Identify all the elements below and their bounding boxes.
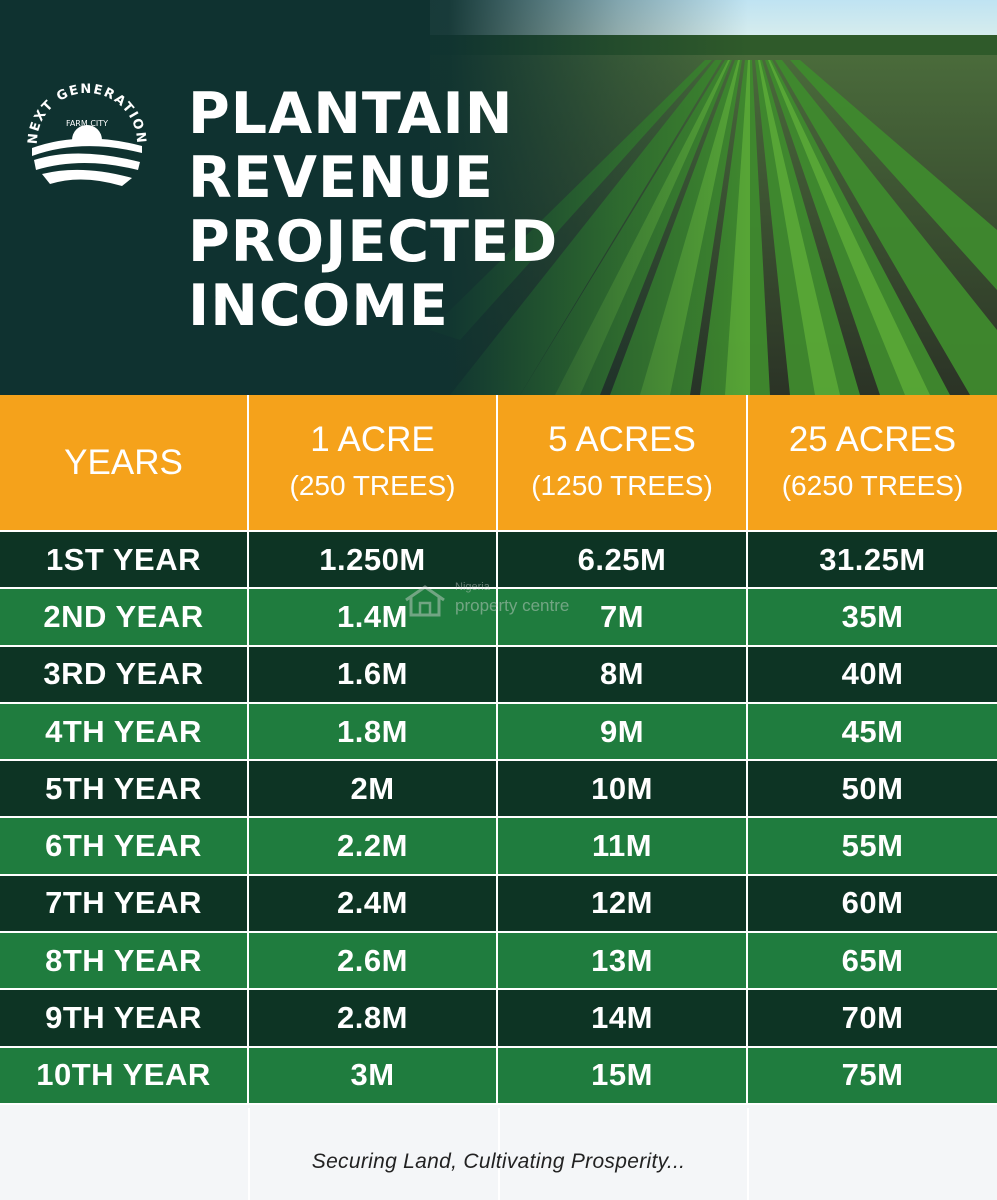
value-cell: 50M [747,760,997,819]
year-cell: 9TH YEAR [0,989,249,1048]
year-cell: 3RD YEAR [0,645,249,704]
footer-col [250,1108,500,1200]
value-cell: 1.250M [248,531,498,590]
value-cell: 11M [497,817,748,876]
tagline: Securing Land, Cultivating Prosperity... [311,1150,686,1173]
farm-city-logo: NEXT GENERATION FARM CITY [26,82,147,186]
table-row: 1ST YEAR 1.250M 6.25M 31.25M [0,531,997,590]
footer: Securing Land, Cultivating Prosperity... [0,1108,997,1200]
value-cell: 3M [248,1046,498,1105]
header-main: 5 ACRES [548,419,696,459]
value-cell: 10M [497,760,748,819]
year-cell: 7TH YEAR [0,874,249,934]
value-cell: 55M [747,817,997,876]
value-cell: 75M [747,1046,997,1105]
value-cell: 6.25M [497,531,748,590]
footer-col [0,1108,250,1200]
value-cell: 2.8M [248,989,498,1048]
header-main: YEARS [64,442,183,482]
header-1-acre: 1 ACRE (250 TREES) [248,395,498,532]
header-5-acres: 5 ACRES (1250 TREES) [497,395,748,532]
value-cell: 1.8M [248,702,498,762]
value-cell: 70M [747,989,997,1048]
year-cell: 5TH YEAR [0,760,249,819]
year-cell: 4TH YEAR [0,702,249,762]
value-cell: 8M [497,645,748,704]
table-row: 2ND YEAR 1.4M 7M 35M [0,588,997,647]
year-cell: 2ND YEAR [0,588,249,647]
header-sub: (6250 TREES) [781,469,964,501]
value-cell: 12M [497,874,748,934]
table-row: 3RD YEAR 1.6M 8M 40M [0,645,997,704]
table-row: 5TH YEAR 2M 10M 50M [0,760,997,819]
title-line: INCOME [188,273,449,339]
value-cell: 2.2M [248,817,498,876]
header-main: 1 ACRE [310,419,435,459]
table-header-row: YEARS 1 ACRE (250 TREES) 5 ACRES (1250 TRE… [0,395,997,532]
value-cell: 13M [497,932,748,991]
value-cell: 40M [747,645,997,704]
value-cell: 2.4M [248,874,498,934]
header-25-acres: 25 ACRES (6250 TREES) [747,395,997,532]
header-sub: (250 TREES) [289,469,456,501]
header-main: 25 ACRES [788,419,957,459]
value-cell: 7M [497,588,748,647]
header-years: YEARS [0,395,249,532]
farm-field-image [0,0,997,395]
value-cell: 15M [497,1046,748,1105]
table-row: 4TH YEAR 1.8M 9M 45M [0,702,997,762]
value-cell: 2.6M [248,932,498,991]
table-row: 9TH YEAR 2.8M 14M 70M [0,989,997,1048]
table-row: 6TH YEAR 2.2M 11M 55M [0,817,997,876]
footer-col [500,1108,750,1200]
value-cell: 9M [497,702,748,762]
title-line: PLANTAIN [188,81,514,147]
value-cell: 2M [248,760,498,819]
year-cell: 1ST YEAR [0,531,249,590]
page-title: PLANTAIN REVENUE PROJECTED INCOME [188,82,558,338]
title-line: REVENUE [188,145,494,211]
value-cell: 31.25M [747,531,997,590]
value-cell: 14M [497,989,748,1048]
revenue-table: YEARS 1 ACRE (250 TREES) 5 ACRES (1250 TRE… [0,395,997,1105]
header-sub: (1250 TREES) [531,469,713,501]
value-cell: 35M [747,588,997,647]
year-cell: 10TH YEAR [0,1046,249,1105]
year-cell: 8TH YEAR [0,932,249,991]
value-cell: 1.4M [248,588,498,647]
table-row: 7TH YEAR 2.4M 12M 60M [0,874,997,934]
value-cell: 60M [747,874,997,934]
value-cell: 1.6M [248,645,498,704]
footer-columns [0,1108,997,1200]
table-row: 10TH YEAR 3M 15M 75M [0,1046,997,1105]
hero-banner: NEXT GENERATION FARM CITY PLANTAIN REVEN… [0,0,997,395]
value-cell: 45M [747,702,997,762]
title-line: PROJECTED [188,209,559,275]
value-cell: 65M [747,932,997,991]
year-cell: 6TH YEAR [0,817,249,876]
logo-sub-text: FARM CITY [66,119,108,128]
table-row: 8TH YEAR 2.6M 13M 65M [0,932,997,991]
